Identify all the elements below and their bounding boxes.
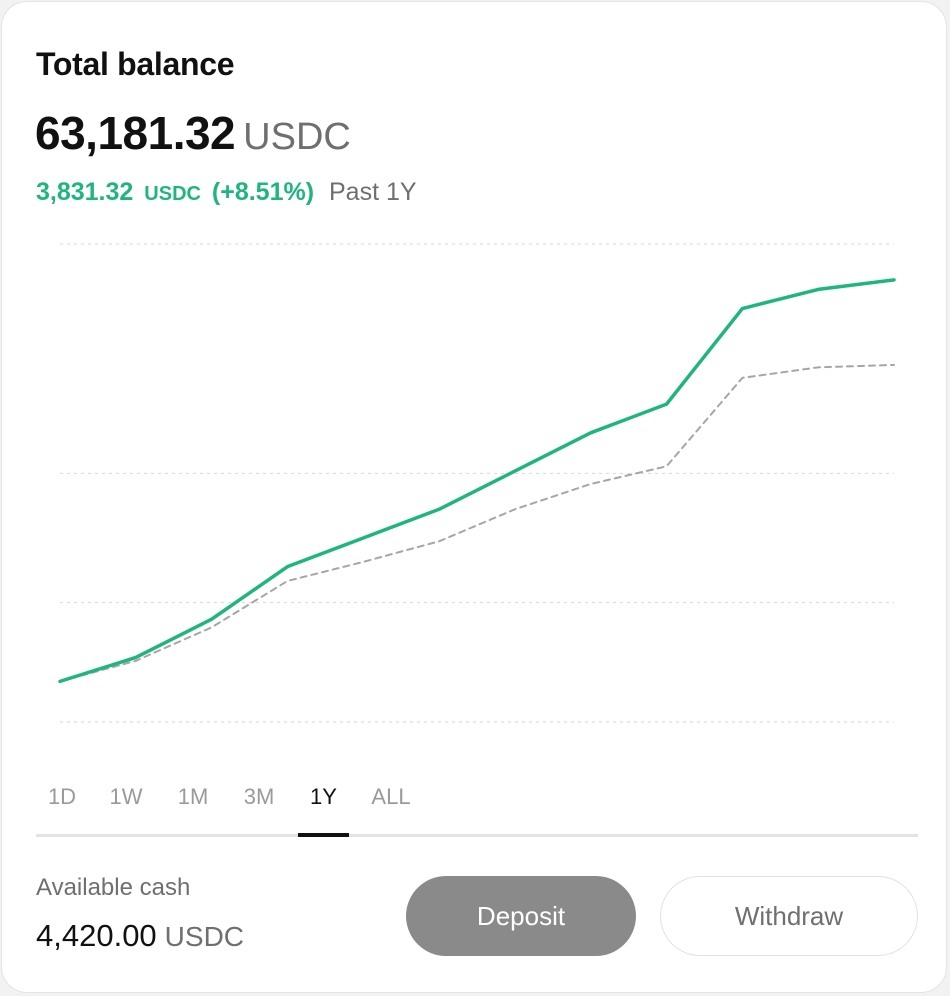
change-unit: USDC <box>144 183 201 205</box>
balance-series-line <box>58 278 896 684</box>
time-range-tabs: 1D 1W 1M 3M 1Y ALL <box>36 776 918 837</box>
chart-series <box>58 278 896 684</box>
benchmark-series-line <box>59 363 895 683</box>
balance-unit: USDC <box>243 116 351 158</box>
change-period: Past 1Y <box>329 178 417 206</box>
card-title: Total balance <box>36 46 235 82</box>
tab-1d[interactable]: 1D <box>47 784 77 809</box>
total-balance: 63,181.32 USDC <box>35 106 351 160</box>
available-cash-amount: 4,420.00 <box>36 918 157 953</box>
tab-all[interactable]: ALL <box>371 784 411 809</box>
deposit-button[interactable]: Deposit <box>406 876 636 956</box>
tab-3m[interactable]: 3M <box>243 784 275 809</box>
balance-chart <box>58 243 896 723</box>
tab-1m[interactable]: 1M <box>177 784 209 809</box>
tab-1y[interactable]: 1Y <box>310 784 337 809</box>
available-cash-unit: USDC <box>164 921 245 952</box>
available-cash-label: Available cash <box>36 874 191 901</box>
balance-change: 3,831.32 USDC (+8.51%) Past 1Y <box>36 178 417 207</box>
withdraw-button[interactable]: Withdraw <box>660 876 918 956</box>
available-cash: 4,420.00 USDC <box>36 918 244 954</box>
active-tab-indicator <box>298 833 349 837</box>
tab-1w[interactable]: 1W <box>109 784 143 809</box>
balance-value: 63,181.32 <box>35 107 236 159</box>
change-amount: 3,831.32 <box>36 178 134 206</box>
chart-grid <box>60 243 894 723</box>
change-percent: (+8.51%) <box>211 178 315 206</box>
